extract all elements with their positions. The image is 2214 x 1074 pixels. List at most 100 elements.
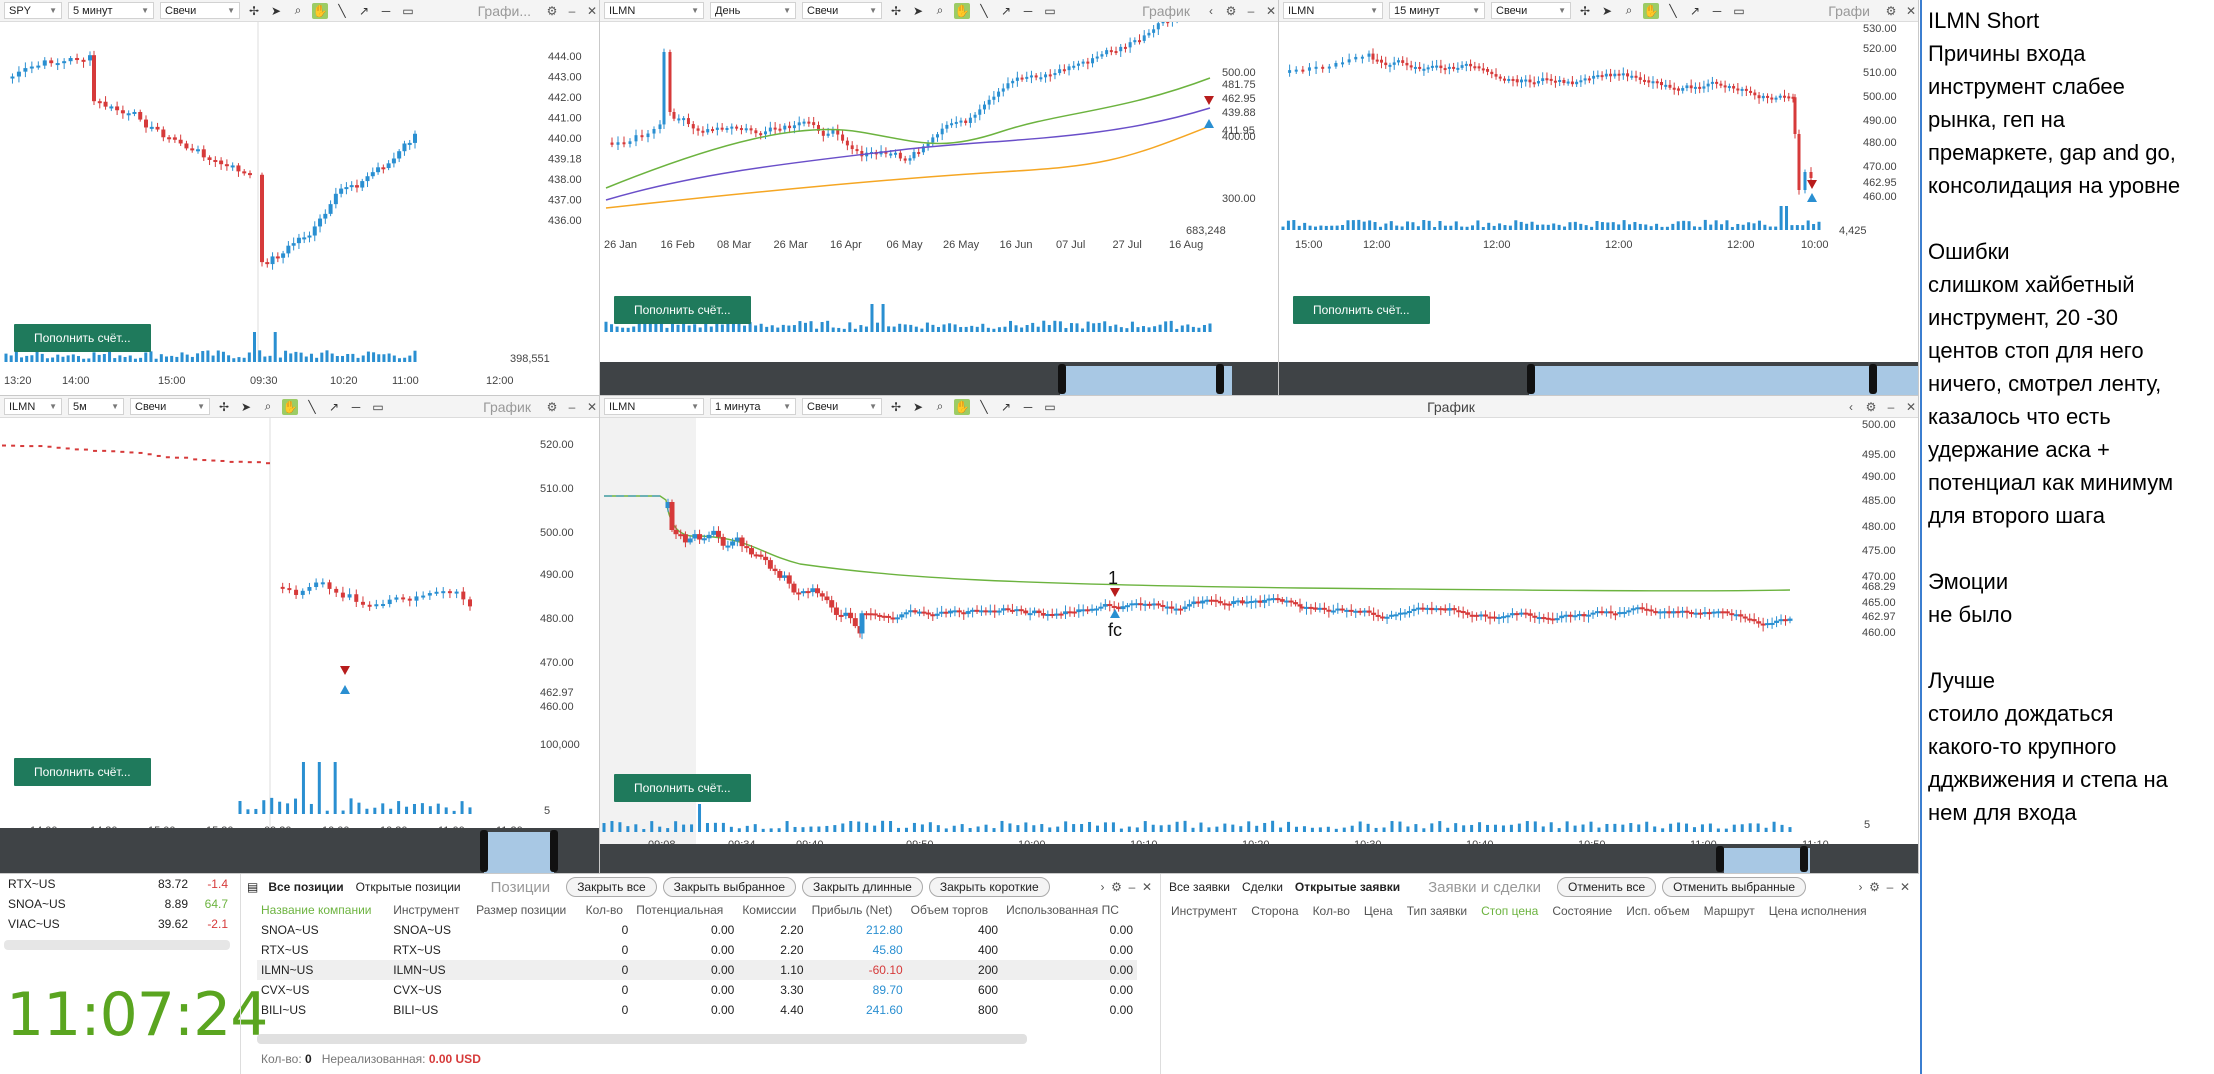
- gear-icon[interactable]: ⚙: [1865, 399, 1877, 414]
- chevron-right-icon[interactable]: ›: [1858, 880, 1863, 894]
- column-header[interactable]: Инструмент: [1171, 904, 1238, 918]
- table-row[interactable]: RTX~US RTX~US 0 0.00 2.20 45.80 400 0.00: [257, 940, 1137, 960]
- line-icon[interactable]: ╲: [1669, 3, 1677, 18]
- hand-icon[interactable]: ✋: [282, 398, 298, 415]
- action-button-1[interactable]: Отменить выбранные: [1662, 877, 1807, 897]
- watchlist-row[interactable]: SNOA~US 8.89 64.7: [0, 894, 236, 914]
- tab-1[interactable]: Открытые позиции: [355, 880, 461, 894]
- rect-icon[interactable]: ▭: [402, 3, 414, 18]
- interval-select[interactable]: 1 минута ▼: [710, 398, 796, 415]
- symbol-select[interactable]: ILMN ▼: [4, 398, 62, 415]
- rect-icon[interactable]: ▭: [1044, 3, 1056, 18]
- column-header[interactable]: Прибыль (Net): [811, 903, 893, 917]
- arrow-icon[interactable]: ↗: [1689, 3, 1701, 18]
- interval-select[interactable]: 15 минут ▼: [1389, 2, 1485, 19]
- symbol-select[interactable]: SPY ▼: [4, 2, 62, 19]
- symbol-select[interactable]: ILMN ▼: [604, 2, 704, 19]
- gear-icon[interactable]: ⚙: [546, 399, 558, 414]
- scroll-handle-left[interactable]: [1058, 364, 1066, 394]
- zoom-icon[interactable]: ⌕: [936, 399, 944, 413]
- tab-0[interactable]: Все заявки: [1169, 880, 1231, 894]
- scroll-handle-right[interactable]: [1869, 364, 1877, 394]
- gear-icon[interactable]: ⚙: [1225, 3, 1237, 18]
- minimize-icon[interactable]: –: [568, 399, 576, 414]
- cursor-icon[interactable]: ➤: [912, 3, 924, 18]
- action-button-1[interactable]: Закрыть выбранное: [662, 877, 797, 897]
- crosshair-icon[interactable]: ✢: [890, 3, 902, 18]
- scroll-handle-right[interactable]: [1216, 364, 1224, 394]
- chart-scrollbar[interactable]: [0, 828, 599, 873]
- tab-2[interactable]: Открытые заявки: [1294, 880, 1401, 894]
- minimize-icon[interactable]: –: [1886, 880, 1894, 894]
- hline-icon[interactable]: ─: [351, 399, 361, 414]
- column-header[interactable]: Объем торгов: [910, 903, 989, 917]
- scroll-window[interactable]: [484, 832, 554, 873]
- symbol-select[interactable]: ILMN ▼: [604, 398, 704, 415]
- minimize-icon[interactable]: –: [1128, 880, 1136, 894]
- price-chart[interactable]: 530.00 520.00 510.00 500.00 490.00 480.00 470.…: [1279, 22, 1919, 396]
- zoom-icon[interactable]: ⌕: [294, 3, 302, 17]
- column-header[interactable]: Инструмент: [393, 903, 460, 917]
- crosshair-icon[interactable]: ✢: [890, 399, 902, 414]
- scroll-window[interactable]: [1724, 848, 1810, 873]
- table-row[interactable]: SNOA~US SNOA~US 0 0.00 2.20 212.80 400 0.00: [257, 920, 1137, 940]
- zoom-icon[interactable]: ⌕: [1625, 3, 1633, 17]
- column-header[interactable]: Сторона: [1251, 904, 1299, 918]
- watchlist-scrollbar[interactable]: [4, 940, 230, 950]
- line-icon[interactable]: ╲: [338, 3, 346, 18]
- action-button-0[interactable]: Отменить все: [1557, 877, 1657, 897]
- chevron-left-icon[interactable]: ‹: [1849, 399, 1853, 414]
- column-header[interactable]: Исп. объем: [1626, 904, 1690, 918]
- price-chart[interactable]: 1 fc 500.00 495.00 490.00 485.00 480.00 475.00 4…: [600, 418, 1919, 874]
- chart-type-select[interactable]: Свечи ▼: [802, 398, 882, 415]
- minimize-icon[interactable]: –: [568, 3, 576, 18]
- column-header[interactable]: Тип заявки: [1406, 904, 1468, 918]
- column-header[interactable]: Название компании: [261, 903, 372, 917]
- cursor-icon[interactable]: ➤: [1601, 3, 1613, 18]
- line-icon[interactable]: ╲: [980, 3, 988, 18]
- price-chart[interactable]: 500.00 400.00 300.00 481.75 462.95 439.88 411.…: [600, 22, 1279, 396]
- close-icon[interactable]: ✕: [1265, 3, 1277, 18]
- gear-icon[interactable]: ⚙: [1885, 3, 1897, 18]
- action-button-0[interactable]: Закрыть все: [566, 877, 657, 897]
- price-chart[interactable]: 444.00 443.00 442.00 441.00 440.00 439.18 438.…: [0, 22, 600, 396]
- tab-1[interactable]: Сделки: [1242, 880, 1283, 894]
- scroll-handle-left[interactable]: [480, 830, 488, 872]
- minimize-icon[interactable]: –: [1887, 399, 1895, 414]
- column-header[interactable]: Кол-во: [585, 903, 623, 917]
- scroll-handle-left[interactable]: [1716, 846, 1724, 872]
- chart-type-select[interactable]: Свечи ▼: [160, 2, 240, 19]
- hand-icon[interactable]: ✋: [954, 398, 970, 415]
- crosshair-icon[interactable]: ✢: [248, 3, 260, 18]
- arrow-icon[interactable]: ↗: [1000, 3, 1012, 18]
- arrow-icon[interactable]: ↗: [328, 399, 340, 414]
- chart-scrollbar[interactable]: [600, 362, 1278, 395]
- chart-type-select[interactable]: Свечи ▼: [1491, 2, 1571, 19]
- watchlist-row[interactable]: RTX~US 83.72 -1.4: [0, 874, 236, 894]
- scroll-window[interactable]: [1529, 366, 1918, 395]
- rect-icon[interactable]: ▭: [1733, 3, 1745, 18]
- column-header[interactable]: Размер позиции: [476, 903, 567, 917]
- column-header[interactable]: Состояние: [1552, 904, 1613, 918]
- close-icon[interactable]: ✕: [1905, 399, 1917, 414]
- zoom-icon[interactable]: ⌕: [264, 399, 272, 413]
- watchlist-row[interactable]: VIAC~US 39.62 -2.1: [0, 914, 236, 934]
- rect-icon[interactable]: ▭: [372, 399, 384, 414]
- column-header[interactable]: Использованная ПС: [1006, 903, 1119, 917]
- positions-scrollbar[interactable]: [257, 1034, 1027, 1044]
- hline-icon[interactable]: ─: [1712, 3, 1722, 18]
- scroll-handle-left[interactable]: [1527, 364, 1535, 394]
- deposit-button[interactable]: Пополнить счёт...: [14, 324, 151, 352]
- interval-select[interactable]: 5 минут ▼: [68, 2, 154, 19]
- crosshair-icon[interactable]: ✢: [218, 399, 230, 414]
- line-icon[interactable]: ╲: [980, 399, 988, 414]
- hline-icon[interactable]: ─: [381, 3, 391, 18]
- gear-icon[interactable]: ⚙: [1111, 880, 1122, 894]
- action-button-2[interactable]: Закрыть длинные: [802, 877, 923, 897]
- scroll-window[interactable]: [1060, 366, 1232, 395]
- close-icon[interactable]: ✕: [586, 399, 598, 414]
- cursor-icon[interactable]: ➤: [912, 399, 924, 414]
- close-icon[interactable]: ✕: [1905, 3, 1917, 18]
- deposit-button[interactable]: Пополнить счёт...: [1293, 296, 1430, 324]
- scroll-handle-right[interactable]: [1800, 846, 1808, 872]
